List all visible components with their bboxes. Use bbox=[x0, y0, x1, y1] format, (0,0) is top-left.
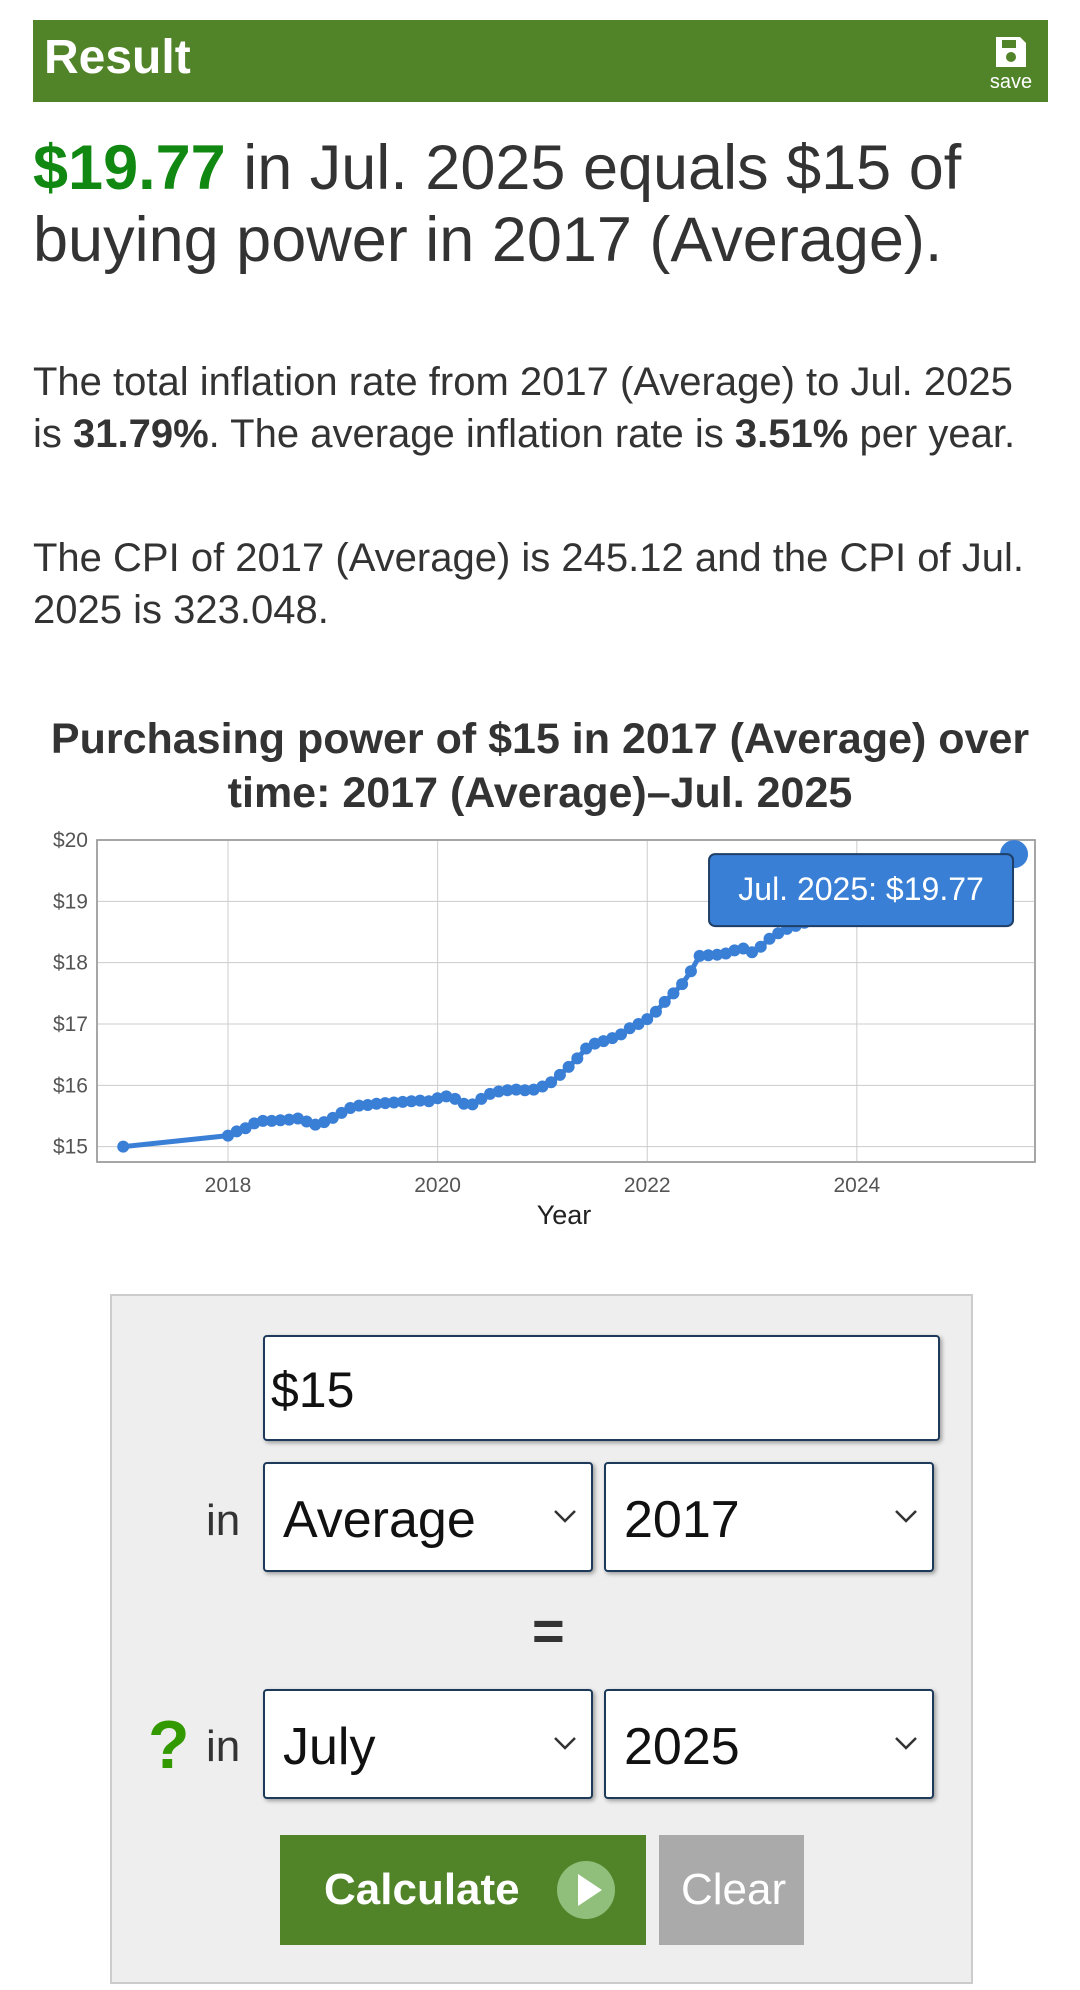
summary-text: The total inflation rate from 2017 (Aver… bbox=[33, 360, 1013, 456]
data-point bbox=[518, 1084, 531, 1097]
data-point bbox=[466, 1098, 479, 1111]
y-tick-label: $16 bbox=[53, 1074, 88, 1097]
data-point bbox=[676, 978, 689, 991]
data-point bbox=[475, 1092, 488, 1105]
data-point bbox=[405, 1095, 418, 1108]
clear-label: Clear bbox=[681, 1865, 787, 1914]
data-point bbox=[387, 1096, 400, 1109]
clear-button[interactable]: Clear bbox=[659, 1835, 804, 1945]
result-statement-text: in Jul. 2025 equals $15 of buying power … bbox=[33, 133, 962, 275]
calculate-label: Calculate bbox=[324, 1865, 520, 1914]
total-inflation-rate: 31.79% bbox=[73, 412, 209, 456]
floppy-disk-icon bbox=[996, 37, 1026, 67]
data-point bbox=[256, 1114, 269, 1127]
data-point bbox=[632, 1018, 645, 1030]
chevron-down-icon bbox=[554, 1510, 576, 1523]
data-point bbox=[545, 1076, 558, 1089]
x-axis-label: Year bbox=[537, 1200, 592, 1230]
y-tick-label: $18 bbox=[53, 952, 88, 975]
data-point bbox=[754, 940, 767, 953]
data-point bbox=[414, 1094, 427, 1107]
cpi-summary: The CPI of 2017 (Average) is 245.12 and … bbox=[33, 536, 1024, 632]
data-point bbox=[562, 1060, 575, 1073]
calculate-button[interactable]: Calculate bbox=[280, 1835, 646, 1945]
data-point bbox=[501, 1084, 514, 1097]
average-inflation-rate: 3.51% bbox=[734, 412, 849, 456]
data-point bbox=[641, 1013, 654, 1026]
result-statement: $19.77 in Jul. 2025 equals $15 of buying… bbox=[33, 132, 1043, 276]
data-point bbox=[379, 1097, 392, 1110]
data-point bbox=[693, 949, 706, 962]
from-year-value: 2017 bbox=[624, 1491, 740, 1549]
chevron-down-icon bbox=[895, 1510, 917, 1523]
purchasing-power-chart: $15 $16 $17 $18 $19 $20 2018 2020 2022 2024 Year Ju… bbox=[53, 829, 1036, 1230]
data-point bbox=[492, 1085, 505, 1098]
data-point bbox=[265, 1114, 278, 1127]
x-tick-label: 2020 bbox=[414, 1174, 461, 1197]
chart-title: Purchasing power of $15 in 2017 (Average… bbox=[50, 715, 1030, 817]
data-point bbox=[361, 1098, 374, 1111]
save-button[interactable]: save bbox=[984, 34, 1038, 98]
data-point bbox=[283, 1113, 296, 1126]
data-point bbox=[117, 1140, 130, 1153]
tooltip-text: Jul. 2025: $19.77 bbox=[738, 871, 984, 907]
from-year-select[interactable]: 2017 bbox=[604, 1462, 934, 1572]
chevron-down-icon bbox=[895, 1737, 917, 1750]
y-tick-label: $20 bbox=[53, 829, 88, 852]
amount-input[interactable]: $15 bbox=[263, 1335, 940, 1441]
from-month-value: Average bbox=[283, 1491, 476, 1549]
data-point bbox=[553, 1068, 566, 1081]
plot-border bbox=[96, 839, 1036, 1163]
question-mark: ? bbox=[148, 1707, 190, 1783]
data-point bbox=[457, 1097, 470, 1110]
data-point bbox=[580, 1042, 593, 1055]
to-year-value: 2025 bbox=[624, 1718, 740, 1776]
x-tick-label: 2022 bbox=[624, 1174, 671, 1197]
to-month-value: July bbox=[283, 1718, 376, 1776]
play-icon bbox=[557, 1861, 615, 1919]
data-point bbox=[370, 1097, 383, 1110]
data-point bbox=[763, 932, 776, 945]
data-point bbox=[239, 1122, 252, 1135]
data-point bbox=[702, 949, 715, 962]
data-point bbox=[615, 1028, 628, 1041]
result-amount: $19.77 bbox=[33, 133, 226, 203]
y-tick-label: $17 bbox=[53, 1013, 88, 1036]
in-label-to: in bbox=[206, 1722, 241, 1771]
y-tick-label: $19 bbox=[53, 890, 88, 913]
calculator-form: $15 in Average 2017 = ? in July 2025 Cal… bbox=[110, 1294, 973, 1984]
from-month-select[interactable]: Average bbox=[263, 1462, 593, 1572]
data-point bbox=[684, 965, 697, 978]
amount-value: $15 bbox=[271, 1362, 355, 1418]
data-point bbox=[510, 1083, 523, 1096]
data-point bbox=[649, 1005, 662, 1018]
data-point bbox=[449, 1092, 462, 1105]
data-point bbox=[326, 1111, 339, 1124]
summary-text: . The average inflation rate is bbox=[208, 412, 735, 456]
save-label: save bbox=[989, 71, 1033, 93]
x-tick-label: 2024 bbox=[833, 1174, 880, 1197]
in-label-from: in bbox=[206, 1496, 241, 1545]
to-month-select[interactable]: July bbox=[263, 1689, 593, 1799]
data-point bbox=[571, 1052, 584, 1065]
x-tick-label: 2018 bbox=[205, 1174, 252, 1197]
data-point bbox=[396, 1095, 409, 1108]
data-point bbox=[746, 946, 759, 959]
chevron-down-icon bbox=[554, 1737, 576, 1750]
to-year-select[interactable]: 2025 bbox=[604, 1689, 934, 1799]
data-point bbox=[658, 995, 671, 1008]
result-title: Result bbox=[44, 31, 191, 84]
data-point bbox=[274, 1114, 287, 1127]
data-point bbox=[353, 1099, 366, 1112]
data-point bbox=[335, 1106, 348, 1119]
summary-text: per year. bbox=[848, 412, 1016, 456]
result-header: Result save bbox=[33, 20, 1048, 102]
y-tick-label: $15 bbox=[53, 1136, 88, 1159]
equals-sign: = bbox=[532, 1599, 565, 1662]
data-point bbox=[667, 987, 680, 1000]
inflation-summary: The total inflation rate from 2017 (Aver… bbox=[33, 356, 1048, 460]
tooltip-box bbox=[708, 853, 1015, 928]
